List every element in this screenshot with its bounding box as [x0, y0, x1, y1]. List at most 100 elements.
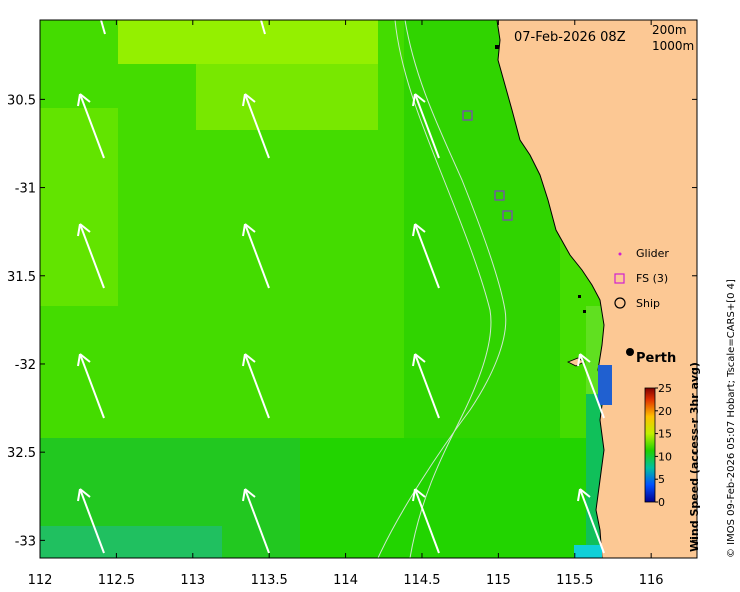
wind-cell — [66, 306, 92, 328]
wind-cell — [430, 328, 456, 350]
wind-cell — [508, 416, 534, 438]
wind-cell — [326, 240, 352, 262]
wind-cell — [66, 526, 92, 548]
wind-cell — [404, 460, 430, 482]
colorbar-tick-label: 20 — [658, 405, 672, 418]
wind-cell — [534, 262, 560, 284]
wind-cell — [326, 548, 352, 558]
wind-cell — [300, 42, 326, 64]
wind-cell — [170, 504, 196, 526]
wind-cell — [66, 108, 92, 130]
wind-cell — [222, 86, 248, 108]
wind-cell — [196, 372, 222, 394]
wind-cell — [40, 86, 66, 108]
wind-cell — [326, 196, 352, 218]
wind-cell — [40, 394, 66, 416]
wind-cell — [352, 152, 378, 174]
wind-cell — [40, 306, 66, 328]
wind-cell — [404, 284, 430, 306]
wind-cell — [508, 240, 534, 262]
wind-cell — [196, 20, 222, 42]
wind-cell — [196, 86, 222, 108]
wind-cell — [456, 482, 482, 504]
wind-cell — [144, 130, 170, 152]
wind-cell — [170, 86, 196, 108]
wind-cell — [92, 548, 118, 558]
wind-cell — [352, 86, 378, 108]
wind-cell — [404, 64, 430, 86]
wind-cell — [430, 350, 456, 372]
wind-cell — [430, 460, 456, 482]
wind-vectors — [77, 20, 605, 554]
wind-cell — [66, 548, 92, 558]
fs-marker — [502, 210, 513, 221]
wind-cell — [144, 416, 170, 438]
wind-cell — [248, 42, 274, 64]
wind-cell — [560, 372, 586, 394]
wind-cell — [144, 504, 170, 526]
map-timestamp: 07-Feb-2026 08Z — [514, 30, 626, 45]
wind-cell — [274, 174, 300, 196]
wind-cell — [482, 328, 508, 350]
wind-cell — [482, 218, 508, 240]
wind-cell — [222, 350, 248, 372]
wind-cell — [274, 64, 300, 86]
x-tick-label: 115.5 — [556, 573, 593, 588]
wind-cell — [66, 64, 92, 86]
wind-cell — [456, 350, 482, 372]
wind-cell — [274, 504, 300, 526]
wind-cell — [430, 284, 456, 306]
wind-cell — [40, 174, 66, 196]
wind-cell — [248, 218, 274, 240]
wind-cell — [222, 460, 248, 482]
wind-cell — [222, 174, 248, 196]
wind-cell — [534, 350, 560, 372]
wind-arrow — [412, 488, 440, 554]
wind-cell — [144, 20, 170, 42]
wind-cell — [482, 86, 508, 108]
wind-cell — [118, 438, 144, 460]
x-tick-label: 112.5 — [98, 573, 135, 588]
wind-cell — [144, 438, 170, 460]
wind-cell — [196, 152, 222, 174]
wind-arrow — [412, 93, 440, 159]
colorbar-tick-label: 25 — [658, 382, 672, 395]
wind-cell — [274, 372, 300, 394]
wind-cell — [508, 372, 534, 394]
wind-cell — [456, 42, 482, 64]
wind-cell — [66, 196, 92, 218]
wind-cell — [40, 152, 66, 174]
wind-cell — [404, 328, 430, 350]
y-tick-label: 31.5 — [7, 270, 36, 285]
wind-cell — [300, 548, 326, 558]
wind-cell — [170, 240, 196, 262]
x-tick-label: 112 — [28, 573, 53, 588]
wind-arrow — [77, 223, 105, 289]
wind-cell — [326, 64, 352, 86]
wind-cell — [404, 438, 430, 460]
wind-cell — [170, 460, 196, 482]
wind-cell — [378, 20, 404, 42]
wind-cell — [170, 526, 196, 548]
x-tick-label: 115 — [486, 573, 511, 588]
wind-cell — [92, 218, 118, 240]
wind-cell — [40, 262, 66, 284]
wind-cell — [508, 504, 534, 526]
wind-cell — [560, 284, 586, 306]
wind-cell — [404, 416, 430, 438]
coastal-water-cyan — [574, 545, 602, 558]
wind-cell — [274, 328, 300, 350]
wind-cell — [326, 482, 352, 504]
wind-cell — [248, 174, 274, 196]
legend-glider-label: Glider — [636, 247, 669, 260]
wind-cell — [300, 196, 326, 218]
wind-cell — [456, 262, 482, 284]
wind-cell — [40, 284, 66, 306]
wind-cell — [326, 218, 352, 240]
wind-cell — [404, 306, 430, 328]
wind-cell — [352, 328, 378, 350]
wind-cell — [534, 218, 560, 240]
wind-cell — [40, 350, 66, 372]
wind-cell — [456, 328, 482, 350]
wind-cell — [170, 152, 196, 174]
